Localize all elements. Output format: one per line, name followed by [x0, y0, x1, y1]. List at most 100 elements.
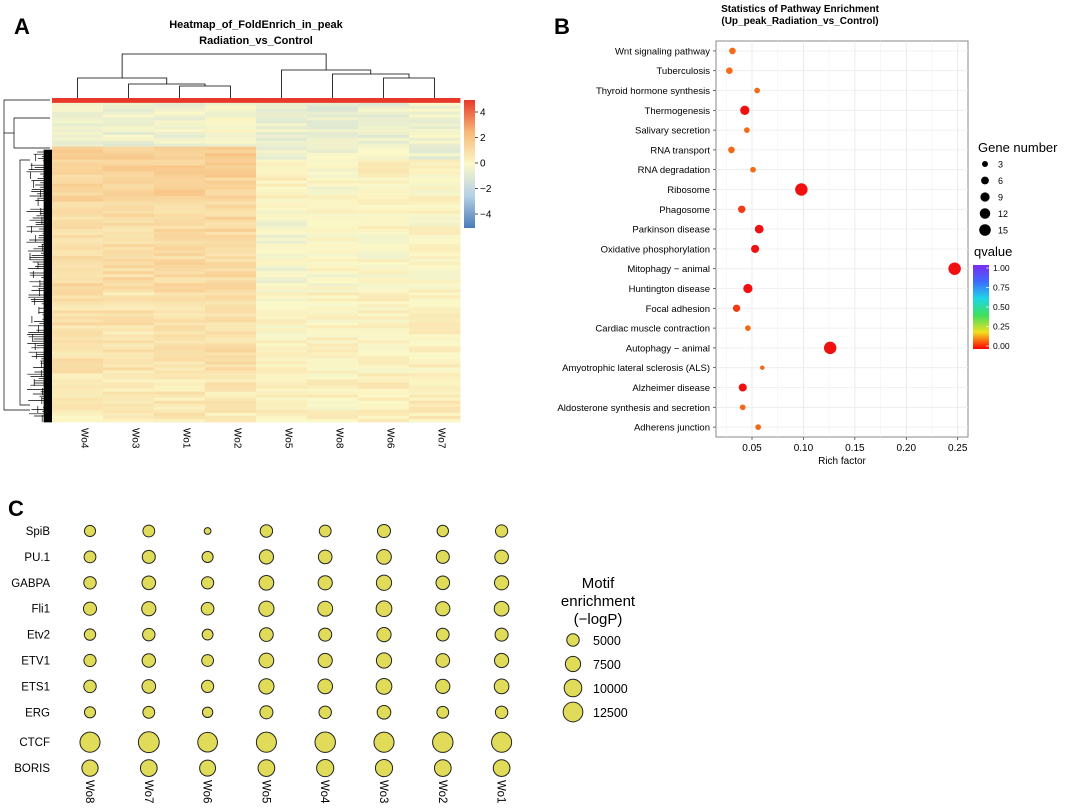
- motif-point: [141, 653, 157, 668]
- heatmap-cell: [409, 250, 461, 254]
- heatmap-cell: [103, 102, 155, 107]
- heatmap-cell: [154, 337, 206, 341]
- heatmap-cell: [409, 137, 461, 142]
- heatmap-cell: [103, 367, 155, 371]
- heatmap-cell: [103, 192, 155, 197]
- row-dendrogram: [3, 99, 53, 423]
- heatmap-cell: [358, 364, 410, 368]
- heatmap-cell: [409, 129, 461, 133]
- heatmap-cell: [256, 319, 308, 323]
- heatmap-cell: [256, 207, 308, 212]
- heatmap-cell: [256, 385, 308, 389]
- heatmap-cell: [52, 198, 104, 203]
- heatmap-cell: [205, 100, 257, 104]
- pathway-label: Adherens junction: [634, 423, 710, 434]
- heatmap-cell: [256, 394, 308, 399]
- heatmap-cell: [358, 156, 410, 160]
- heatmap-cell: [358, 123, 410, 127]
- heatmap-cell: [358, 265, 410, 269]
- heatmap-cell: [358, 295, 410, 299]
- heatmap-cell: [409, 237, 461, 242]
- heatmap-cell: [205, 198, 257, 203]
- heatmap-cell: [358, 391, 410, 396]
- heatmap-cell: [52, 143, 104, 147]
- heatmap-cell: [409, 186, 461, 191]
- heatmap-cell: [256, 111, 308, 115]
- heatmap-cell: [307, 228, 359, 233]
- heatmap-cell: [154, 376, 206, 380]
- heatmap-cell: [409, 253, 461, 257]
- heatmap-cell: [358, 129, 410, 133]
- heatmap-cell: [409, 307, 461, 311]
- heatmap-cell: [307, 180, 359, 185]
- heatmap-cell: [52, 271, 104, 275]
- heatmap-cell: [52, 382, 104, 386]
- motif-point: [201, 679, 215, 693]
- heatmap-cell: [409, 100, 461, 104]
- heatmap-cell: [103, 114, 155, 118]
- heatmap-cell: [307, 403, 359, 408]
- motif-legend-dot: [564, 655, 582, 673]
- heatmap-cell: [409, 331, 461, 335]
- heatmap-cell: [154, 268, 206, 272]
- motif-legend-dot: [562, 701, 584, 723]
- heatmap-cell: [52, 391, 104, 396]
- heatmap-cell: [307, 364, 359, 368]
- heatmap-cell: [205, 195, 257, 200]
- heatmap-cell: [358, 415, 410, 420]
- heatmap-cell: [103, 219, 155, 224]
- motif-point: [259, 524, 274, 538]
- heatmap-cell: [256, 400, 308, 405]
- heatmap-cell: [103, 228, 155, 233]
- heatmap-cell: [409, 370, 461, 374]
- heatmap-cell: [307, 237, 359, 242]
- heatmap-cell: [307, 397, 359, 402]
- heatmap-cell: [409, 388, 461, 393]
- heatmap-cell: [358, 143, 410, 147]
- heatmap-cell: [409, 143, 461, 147]
- heatmap-cell: [103, 237, 155, 242]
- heatmap-cell: [307, 313, 359, 317]
- heatmap-cell: [154, 361, 206, 365]
- motif-point: [141, 601, 157, 617]
- gene-number-legend-dot: [979, 208, 991, 219]
- heatmap-cell: [103, 105, 155, 110]
- heatmap-cell: [409, 180, 461, 185]
- heatmap-cell: [52, 289, 104, 293]
- pathway-label: Mitophagy − animal: [627, 264, 710, 275]
- heatmap-cell: [358, 183, 410, 188]
- heatmap-title-line2: Radiation_vs_Control: [199, 35, 313, 47]
- heatmap-cell: [256, 129, 308, 133]
- heatmap-cell: [256, 340, 308, 344]
- heatmap-cell: [358, 174, 410, 179]
- heatmap-cell: [358, 283, 410, 287]
- heatmap-cell: [154, 415, 206, 420]
- heatmap-column-label: Wo2: [232, 428, 243, 449]
- panel-a-label: A: [14, 14, 30, 39]
- heatmap-cell: [307, 418, 359, 423]
- heatmap-cell: [154, 222, 206, 227]
- heatmap-cell: [358, 126, 410, 130]
- heatmap-cell: [307, 143, 359, 147]
- heatmap-cell: [154, 213, 206, 218]
- heatmap-cell: [409, 213, 461, 218]
- heatmap-cell: [256, 316, 308, 320]
- motif-point: [258, 678, 275, 695]
- colorbar-tick-label: 4: [480, 108, 486, 119]
- heatmap-cell: [307, 195, 359, 200]
- heatmap-cell: [103, 274, 155, 278]
- heatmap-column-label: Wo5: [283, 428, 294, 449]
- heatmap-cell: [154, 334, 206, 338]
- heatmap-cell: [358, 307, 410, 311]
- heatmap-cell: [256, 137, 308, 142]
- heatmap-cell: [358, 361, 410, 365]
- heatmap-cell: [256, 313, 308, 317]
- heatmap-cell: [409, 168, 461, 172]
- heatmap-cell: [307, 120, 359, 124]
- heatmap-cell: [205, 379, 257, 383]
- heatmap-cell: [154, 349, 206, 353]
- heatmap-cell: [103, 349, 155, 353]
- motif-point: [435, 575, 451, 591]
- heatmap-cell: [358, 352, 410, 356]
- heatmap-cell: [205, 237, 257, 242]
